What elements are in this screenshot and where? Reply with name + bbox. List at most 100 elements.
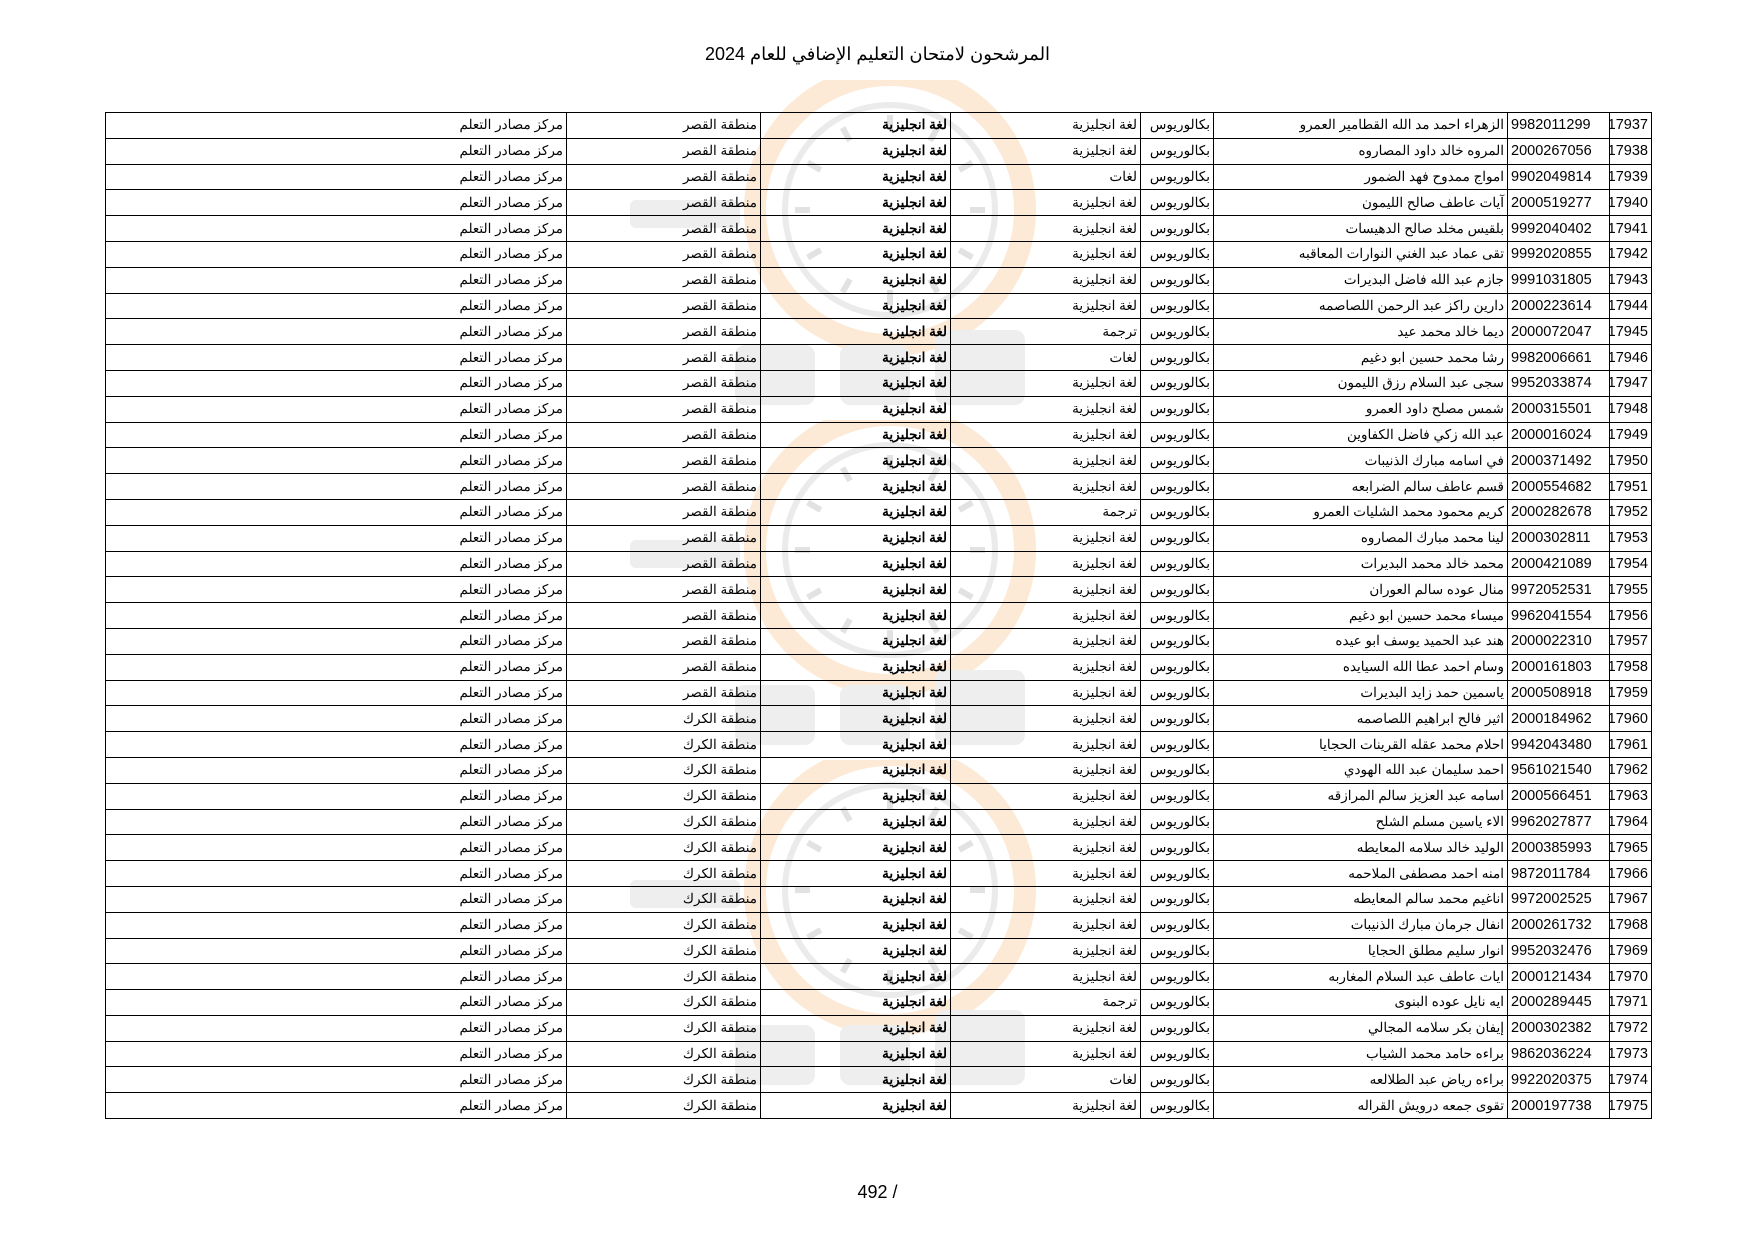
seq-cell: 17945 [1609, 318, 1652, 346]
major-cell: لغة انجليزية [950, 602, 1141, 629]
region-cell: منطقة القصر [566, 653, 761, 681]
center-cell: مركز مصادر التعلم [105, 627, 567, 655]
seq-cell: 17956 [1609, 602, 1652, 629]
seq-cell: 17960 [1609, 705, 1652, 733]
center-cell: مركز مصادر التعلم [105, 473, 567, 500]
region-cell: منطقة القصر [566, 369, 761, 397]
center-cell: مركز مصادر التعلم [105, 266, 567, 294]
region-cell: منطقة الكرك [566, 1014, 761, 1042]
subject-cell: لغة انجليزية [760, 112, 951, 139]
seq-cell: 17949 [1609, 421, 1652, 449]
region-cell: منطقة الكرك [566, 834, 761, 862]
national-id-cell: 9992040402 [1507, 215, 1610, 242]
region-cell: منطقة القصر [566, 498, 761, 526]
degree-cell: بكالوريوس [1140, 498, 1214, 526]
seq-cell: 17946 [1609, 344, 1652, 371]
center-cell: مركز مصادر التعلم [105, 782, 567, 810]
major-cell: لغات [950, 163, 1141, 191]
degree-cell: بكالوريوس [1140, 1040, 1214, 1068]
seq-cell: 17947 [1609, 369, 1652, 397]
major-cell: لغة انجليزية [950, 395, 1141, 423]
degree-cell: بكالوريوس [1140, 937, 1214, 965]
seq-cell: 17974 [1609, 1066, 1652, 1094]
subject-cell: لغة انجليزية [760, 963, 951, 991]
name-cell: سجى عبد السلام رزق الليمون [1213, 369, 1508, 397]
center-cell: مركز مصادر التعلم [105, 808, 567, 836]
national-id-cell: 9862036224 [1507, 1040, 1610, 1068]
name-cell: رشا محمد حسين ابو دغيم [1213, 344, 1508, 371]
seq-cell: 17955 [1609, 576, 1652, 604]
center-cell: مركز مصادر التعلم [105, 756, 567, 784]
table-row: 17938 2000267056 المروه خالد داود المصاروه… [105, 137, 1652, 165]
seq-cell: 17963 [1609, 782, 1652, 810]
table-row: 17939 9902049814 امواج ممدوح فهد الضمور بكا… [105, 163, 1652, 191]
major-cell: لغة انجليزية [950, 782, 1141, 810]
region-cell: منطقة القصر [566, 524, 761, 552]
name-cell: امنه احمد مصطفى الملاحمه [1213, 860, 1508, 887]
name-cell: احلام محمد عقله القرينات الحجايا [1213, 731, 1508, 758]
subject-cell: لغة انجليزية [760, 447, 951, 475]
subject-cell: لغة انجليزية [760, 602, 951, 629]
center-cell: مركز مصادر التعلم [105, 602, 567, 629]
table-row: 17973 9862036224 براءه حامد محمد الشياب بكا… [105, 1040, 1652, 1068]
region-cell: منطقة الكرك [566, 860, 761, 887]
seq-cell: 17953 [1609, 524, 1652, 552]
seq-cell: 17954 [1609, 550, 1652, 578]
major-cell: لغة انجليزية [950, 1014, 1141, 1042]
degree-cell: بكالوريوس [1140, 137, 1214, 165]
table-row: 17975 2000197738 تقوى جمعه درويش القراله بك… [105, 1092, 1652, 1120]
table-row: 17947 9952033874 سجى عبد السلام رزق الليمو… [105, 369, 1652, 397]
region-cell: منطقة القصر [566, 318, 761, 346]
seq-cell: 17970 [1609, 963, 1652, 991]
center-cell: مركز مصادر التعلم [105, 215, 567, 242]
subject-cell: لغة انجليزية [760, 240, 951, 268]
degree-cell: بكالوريوس [1140, 1092, 1214, 1120]
region-cell: منطقة الكرك [566, 1066, 761, 1094]
name-cell: آيات عاطف صالح الليمون [1213, 189, 1508, 217]
national-id-cell: 2000197738 [1507, 1092, 1610, 1120]
region-cell: منطقة القصر [566, 421, 761, 449]
degree-cell: بكالوريوس [1140, 240, 1214, 268]
degree-cell: بكالوريوس [1140, 189, 1214, 217]
degree-cell: بكالوريوس [1140, 550, 1214, 578]
region-cell: منطقة القصر [566, 344, 761, 371]
center-cell: مركز مصادر التعلم [105, 112, 567, 139]
center-cell: مركز مصادر التعلم [105, 1014, 567, 1042]
degree-cell: بكالوريوس [1140, 473, 1214, 500]
table-row: 17941 9992040402 بلقيس مخلد صالح الدهيسات ب… [105, 215, 1652, 242]
subject-cell: لغة انجليزية [760, 1014, 951, 1042]
seq-cell: 17959 [1609, 679, 1652, 707]
subject-cell: لغة انجليزية [760, 395, 951, 423]
center-cell: مركز مصادر التعلم [105, 1066, 567, 1094]
subject-cell: لغة انجليزية [760, 653, 951, 681]
seq-cell: 17941 [1609, 215, 1652, 242]
national-id-cell: 9962027877 [1507, 808, 1610, 836]
national-id-cell: 2000519277 [1507, 189, 1610, 217]
seq-cell: 17966 [1609, 860, 1652, 887]
major-cell: ترجمة [950, 498, 1141, 526]
region-cell: منطقة الكرك [566, 989, 761, 1016]
table-row: 17952 2000282678 كريم محمود محمد الشليات ا… [105, 498, 1652, 526]
region-cell: منطقة الكرك [566, 937, 761, 965]
degree-cell: بكالوريوس [1140, 576, 1214, 604]
region-cell: منطقة الكرك [566, 1040, 761, 1068]
major-cell: لغة انجليزية [950, 215, 1141, 242]
major-cell: لغة انجليزية [950, 524, 1141, 552]
name-cell: بلقيس مخلد صالح الدهيسات [1213, 215, 1508, 242]
subject-cell: لغة انجليزية [760, 189, 951, 217]
subject-cell: لغة انجليزية [760, 705, 951, 733]
region-cell: منطقة القصر [566, 602, 761, 629]
center-cell: مركز مصادر التعلم [105, 679, 567, 707]
region-cell: منطقة الكرك [566, 963, 761, 991]
subject-cell: لغة انجليزية [760, 627, 951, 655]
name-cell: الاء ياسين مسلم الشلح [1213, 808, 1508, 836]
region-cell: منطقة القصر [566, 679, 761, 707]
degree-cell: بكالوريوس [1140, 421, 1214, 449]
table-row: 17942 9992020855 تقى عماد عبد الغني النوار… [105, 240, 1652, 268]
national-id-cell: 2000508918 [1507, 679, 1610, 707]
center-cell: مركز مصادر التعلم [105, 911, 567, 939]
name-cell: اناغيم محمد سالم المعايطه [1213, 885, 1508, 913]
degree-cell: بكالوريوس [1140, 266, 1214, 294]
major-cell: لغة انجليزية [950, 576, 1141, 604]
national-id-cell: 9942043480 [1507, 731, 1610, 758]
